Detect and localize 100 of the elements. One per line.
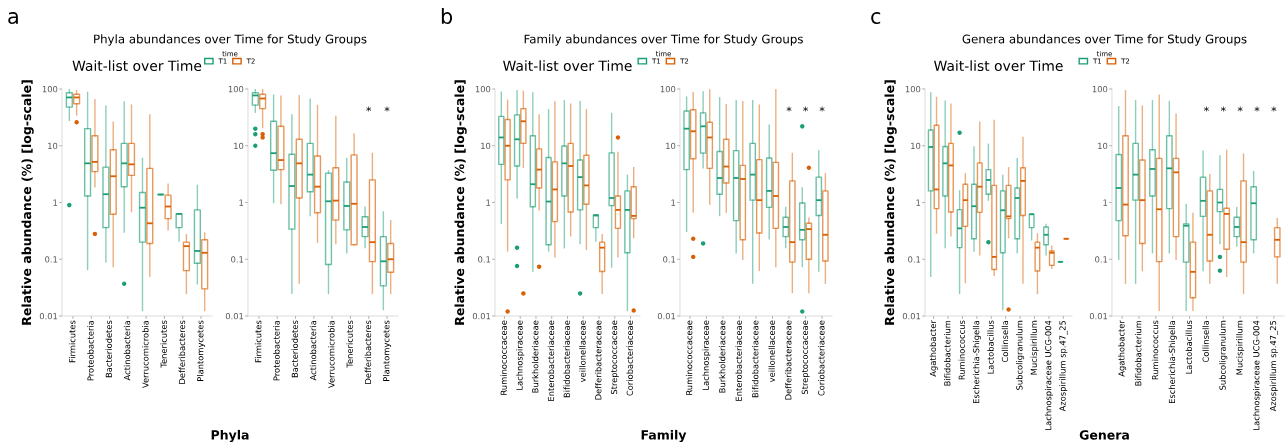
- y-tick-label: 0.01: [902, 312, 921, 320]
- x-tick-label: Subcoligranulum: [1016, 320, 1025, 390]
- annotation: *: [1203, 106, 1209, 112]
- x-tick-label: Proteobacteria: [87, 320, 94, 381]
- y-tick-label: 0.01: [39, 312, 58, 320]
- annotation: *: [1237, 106, 1243, 112]
- x-tick-label: Streptococcaceae: [801, 320, 810, 395]
- x-tick-label: Lachnospiraceae: [516, 320, 525, 390]
- x-tick-label: Proteobacteria: [273, 320, 280, 381]
- x-tick-label: Defferibacteres: [364, 320, 372, 384]
- x-axis-title: Genera: [1079, 430, 1129, 440]
- text: b: [441, 7, 453, 25]
- x-tick-label: Enterobacteriaceae: [547, 320, 555, 401]
- y-tick-label: 0.1: [478, 256, 491, 263]
- x-tick-label: Bacteriodetes: [105, 320, 112, 378]
- x-tick-label: Coriobacteriaceae: [818, 320, 825, 396]
- annotation: *: [1254, 106, 1260, 112]
- y-tick-label: 0.01: [657, 312, 676, 320]
- y-tick-label: 1: [916, 199, 921, 206]
- x-tick-label: Lactobacillus: [1185, 320, 1192, 374]
- x-tick-label: Azospirillum sp.47_25: [1269, 320, 1279, 412]
- x-tick-label: Mucispirillum: [1030, 320, 1039, 375]
- y-tick-label: 1: [486, 199, 491, 206]
- x-tick-label: Lachnospiraceae: [702, 320, 711, 390]
- y-tick-label: 0.1: [45, 256, 58, 263]
- y-tick-label: 10: [481, 142, 491, 150]
- x-tick-label: Verrucomicrobia: [142, 320, 149, 389]
- y-tick-label: 100: [228, 85, 244, 93]
- x-tick-label: Actinobacteria: [309, 320, 317, 381]
- x-tick-label: Enterobacteriaceae: [735, 320, 742, 401]
- x-tick-label: Coriobacteriaceae: [626, 320, 633, 396]
- chart-title: Phyla abundances over Time for Study Groups: [94, 34, 367, 46]
- y-tick-label: 10: [666, 142, 676, 150]
- x-axis-title: Phyla: [211, 429, 249, 443]
- x-tick-label: Escherichia-Shigella: [1168, 320, 1177, 404]
- x-tick-label: Bifidobacterium: [944, 320, 951, 386]
- y-tick-label: 100: [1092, 85, 1108, 93]
- y-tick-label: 10: [234, 142, 244, 150]
- x-tick-label: Defferibacteraceae: [594, 320, 602, 400]
- y-tick-label: 1: [53, 199, 58, 206]
- y-tick-label: 1: [671, 199, 676, 206]
- text: Family abundances over Time for Study Groups: [524, 34, 803, 46]
- y-tick-label: 100: [905, 85, 921, 93]
- x-tick-label: Agathobacter: [1118, 320, 1127, 377]
- x-tick-label: Bifidobacterium: [1134, 320, 1142, 386]
- x-tick-label: Collinsella: [1202, 320, 1209, 363]
- y-axis-title: Relative abundance (%) [log-scale]: [454, 80, 467, 325]
- x-tick-label: Burkholderiaceae: [718, 320, 726, 393]
- y-tick-label: 0.01: [1089, 312, 1108, 320]
- text: Genera abundances over Time for Study Groups: [962, 34, 1247, 46]
- x-tick-label: Lactobacillus: [987, 320, 994, 374]
- x-tick-label: Collinsella: [1001, 320, 1009, 363]
- chart-subtitle: Wait-list over Time: [503, 60, 632, 72]
- x-tick-label: veillonellaceae: [579, 320, 586, 383]
- y-tick-label: 0.1: [908, 256, 921, 263]
- x-tick-label: Defferibacteraceae: [785, 320, 792, 400]
- x-tick-label: Firmicutes: [254, 320, 262, 363]
- y-tick-label: 0.1: [1095, 256, 1108, 263]
- x-tick-label: Defferibacteres: [178, 320, 186, 384]
- annotation: *: [803, 106, 809, 112]
- annotation: *: [384, 106, 390, 112]
- x-tick-label: Lachnospiraceae UCG-004: [1044, 320, 1053, 430]
- x-tick-label: Azospirillum sp.47_25: [1059, 320, 1068, 412]
- chart-subtitle: Wait-list over Time: [934, 60, 1063, 72]
- x-tick-label: Ruminococcus: [958, 320, 965, 380]
- y-tick-label: 1: [1103, 199, 1108, 206]
- y-tick-label: 10: [48, 142, 58, 150]
- x-tick-label: Agathobacter: [929, 320, 938, 377]
- annotation: *: [819, 106, 825, 112]
- y-tick-label: 100: [660, 85, 676, 93]
- x-tick-label: veillonellaceae: [768, 320, 775, 383]
- x-tick-label: Ruminococcus: [1151, 320, 1159, 380]
- annotation: *: [366, 106, 372, 112]
- x-tick-label: Tenericutes: [160, 320, 167, 368]
- y-tick-label: 0.1: [663, 256, 676, 263]
- x-tick-label: Streptococcaceae: [610, 320, 619, 395]
- chart-subtitle: Wait-list over Time: [72, 60, 202, 72]
- x-tick-label: Plantomycetes: [382, 320, 392, 381]
- x-tick-label: Ruminococcaceae: [500, 320, 507, 395]
- y-tick-label: 100: [475, 85, 491, 93]
- x-tick-label: Burkholderiaceae: [531, 320, 539, 393]
- y-tick-label: 10: [911, 142, 921, 150]
- text: a: [8, 12, 18, 25]
- x-tick-label: Bifidobacteriaceae: [751, 320, 759, 398]
- x-tick-label: Escherichia-Shigella: [972, 320, 981, 404]
- y-axis-title: Relative abundance (%) [log-scale]: [21, 80, 34, 325]
- x-tick-label: Bifidobacteriaceae: [563, 320, 570, 398]
- annotation: *: [1271, 106, 1277, 112]
- annotation: *: [786, 106, 792, 112]
- text: c: [871, 12, 881, 25]
- y-axis-title: Relative abundance (%) [log-scale]: [884, 80, 897, 325]
- x-axis-title: Family: [641, 429, 687, 443]
- x-tick-label: Plantomycetes: [196, 320, 206, 381]
- y-tick-label: 0.01: [225, 312, 244, 320]
- x-tick-label: Ruminococcaceae: [685, 320, 693, 395]
- y-tick-label: 1: [239, 199, 244, 206]
- x-tick-label: Bacteriodetes: [291, 320, 298, 378]
- x-tick-label: Verrucomicrobia: [328, 320, 335, 389]
- annotation: *: [1220, 106, 1226, 112]
- y-tick-label: 10: [1098, 142, 1108, 150]
